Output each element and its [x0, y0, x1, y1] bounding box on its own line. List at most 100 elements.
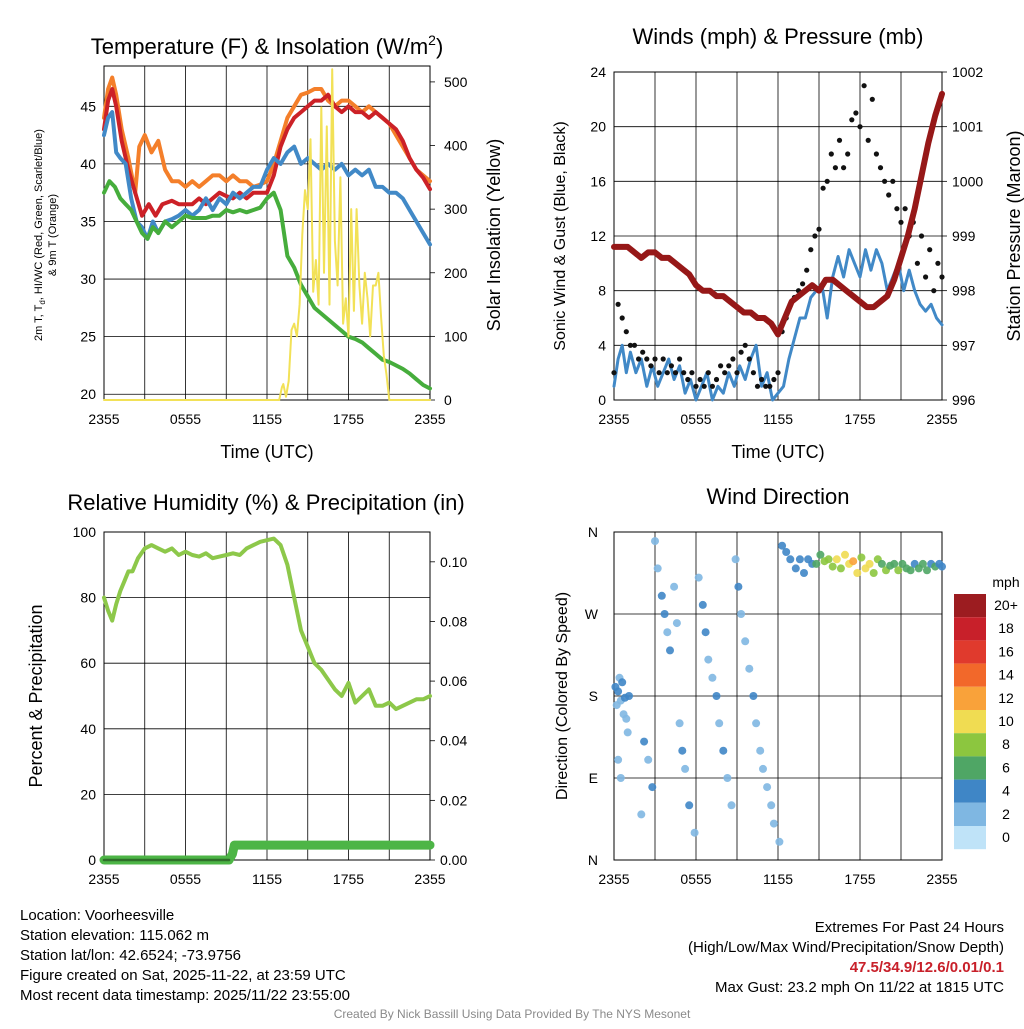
- winds-gust-point: [631, 342, 638, 348]
- winds-gust-point: [664, 370, 670, 376]
- humidity-ytick-label: 0: [88, 852, 96, 868]
- temperature-panel: Temperature (F) & Insolation (W/m2) 2m T…: [33, 32, 504, 462]
- winds-gust-point: [767, 383, 773, 389]
- winds-gust-point: [730, 356, 736, 362]
- winds-gust-point: [890, 178, 896, 184]
- humidity-xtick-label: 1755: [333, 871, 364, 887]
- winds-gust-point: [672, 370, 679, 376]
- direction-point: [778, 541, 787, 550]
- direction-point: [763, 783, 772, 792]
- temperature-ytick-label: 30: [80, 271, 96, 287]
- direction-point: [824, 555, 833, 564]
- temperature-xtick-label: 1755: [333, 411, 364, 427]
- winds-gust-point: [627, 342, 634, 348]
- winds-gust-point: [668, 363, 675, 369]
- humidity-axes: [103, 531, 431, 861]
- direction-point: [769, 819, 778, 828]
- winds-gust-point: [898, 219, 904, 225]
- direction-point: [734, 582, 743, 591]
- temperature-xtick-label: 2355: [88, 411, 119, 427]
- direction-point: [698, 600, 707, 609]
- winds-gust-point: [914, 260, 921, 266]
- direction-point: [625, 692, 633, 700]
- temperature-y2tick-label: 100: [444, 328, 468, 344]
- legend-label: 16: [998, 643, 1014, 659]
- temperature-series-yellow: [103, 68, 431, 401]
- humidity-xtick-label: 2355: [88, 871, 119, 887]
- direction-point: [690, 828, 699, 837]
- humidity-panel: Relative Humidity (%) & Precipitation (i…: [26, 490, 465, 788]
- direction-point: [749, 692, 758, 700]
- direction-xtick-label: 0555: [680, 871, 711, 887]
- temperature-y2tick-label: 300: [444, 201, 468, 217]
- chart-marks: 2355 0555 1155 1755 235520253035404501002003…: [73, 64, 1018, 887]
- winds-gust-point: [701, 383, 707, 389]
- direction-point: [622, 714, 631, 723]
- temperature-xtick-label: 2355: [414, 411, 445, 427]
- direction-point: [727, 801, 736, 810]
- winds-panel: Winds (mph) & Pressure (mb) Sonic Wind &…: [552, 24, 1024, 462]
- direction-point: [715, 719, 724, 728]
- direction-point: [685, 801, 694, 810]
- humidity-ytick-label: 60: [80, 655, 96, 671]
- latlon-text: Station lat/lon: 42.6524; -73.9756: [20, 947, 242, 964]
- winds-gust-point: [820, 185, 826, 191]
- legend-label: 4: [1002, 783, 1010, 799]
- winds-gust-point: [746, 356, 752, 362]
- direction-xtick-label: 1755: [844, 871, 875, 887]
- created-text: Figure created on Sat, 2025-11-22, at 23…: [20, 967, 346, 984]
- temperature-y2tick-label: 0: [444, 392, 452, 408]
- winds-gust-point: [865, 137, 871, 143]
- humidity-ylabel-left: Percent & Precipitation: [26, 604, 46, 787]
- direction-point: [660, 610, 669, 618]
- winds-gust-point: [935, 260, 941, 266]
- winds-gust-point: [771, 376, 777, 383]
- winds-gust-point: [722, 370, 728, 376]
- max-gust-text: Max Gust: 23.2 mph On 11/22 at 1815 UTC: [714, 979, 1004, 996]
- winds-gust-point: [902, 206, 908, 212]
- winds-gust-point: [832, 165, 839, 171]
- direction-point: [737, 610, 746, 618]
- winds-y2tick-label: 996: [952, 392, 976, 408]
- direction-xtick-label: 2355: [926, 871, 957, 887]
- direction-ylabel-left: Direction (Colored By Speed): [554, 592, 571, 800]
- direction-point: [644, 755, 653, 764]
- winds-gust-point: [693, 383, 699, 389]
- extremes-description: (High/Low/Max Wind/Precipitation/Snow De…: [688, 939, 1004, 956]
- legend-label: 20+: [994, 597, 1018, 613]
- legend-swatch: [954, 640, 986, 664]
- direction-point: [616, 774, 625, 782]
- temperature-xtick-label: 0555: [170, 411, 201, 427]
- direction-point: [869, 569, 878, 577]
- direction-point: [894, 566, 903, 575]
- humidity-ytick-label: 100: [73, 524, 97, 540]
- direction-point: [857, 553, 866, 562]
- legend-label: 0: [1002, 829, 1010, 845]
- humidity-y2tick-label: 0.00: [440, 852, 467, 868]
- winds-gust-point: [763, 383, 769, 389]
- direction-point: [675, 719, 684, 728]
- winds-gust-point: [918, 233, 925, 239]
- winds-gust-point: [656, 370, 662, 376]
- winds-xtick-label: 2355: [598, 411, 629, 427]
- temperature-series-red: [102, 87, 432, 218]
- humidity-rh-line: [102, 536, 432, 712]
- direction-ytick-label: S: [589, 688, 598, 704]
- winds-gust-point: [640, 349, 646, 355]
- winds-gust-point: [816, 226, 822, 232]
- legend-swatch: [954, 756, 986, 780]
- location-text: Location: Voorheesville: [20, 907, 175, 924]
- humidity-xtick-label: 0555: [170, 871, 201, 887]
- direction-point: [701, 628, 710, 637]
- direction-point: [865, 559, 874, 568]
- legend-swatch: [954, 686, 986, 710]
- winds-gust-point: [869, 96, 875, 102]
- temperature-ytick-label: 35: [80, 213, 96, 229]
- humidity-y2tick-label: 0.02: [440, 792, 467, 808]
- direction-point: [666, 646, 674, 655]
- direction-point: [816, 550, 825, 559]
- winds-gust-point: [742, 342, 748, 348]
- winds-y2tick-label: 1002: [952, 64, 983, 80]
- winds-gust-point: [939, 274, 945, 280]
- temperature-ylabel-right: Solar Insolation (Yellow): [484, 139, 504, 331]
